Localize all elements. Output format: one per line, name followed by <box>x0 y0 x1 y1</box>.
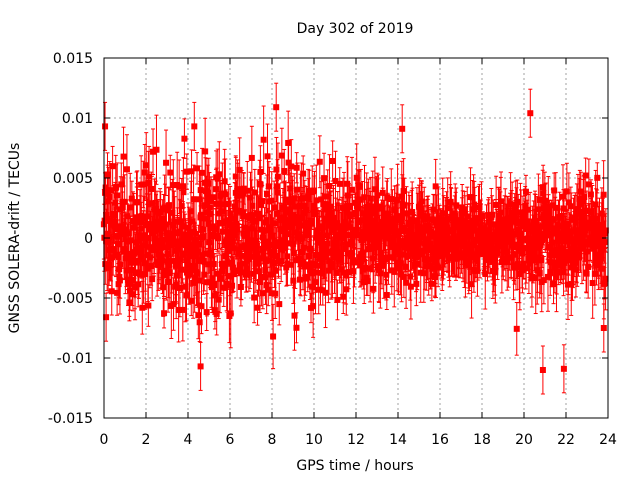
y-tick-label: 0 <box>84 231 93 247</box>
data-point <box>334 279 341 321</box>
x-tick-label: 24 <box>599 432 617 448</box>
data-point <box>201 257 208 292</box>
data-point <box>276 282 283 326</box>
x-tick-label: 10 <box>305 432 323 448</box>
data-point <box>513 302 520 356</box>
data-point <box>260 105 267 174</box>
data-point <box>194 152 201 185</box>
x-tick-label: 8 <box>268 432 277 448</box>
data-point <box>181 118 188 159</box>
data-point <box>214 254 221 293</box>
data-point <box>188 149 195 194</box>
data-point <box>293 152 300 184</box>
data-point <box>161 297 168 329</box>
data-point <box>197 341 204 391</box>
data-point <box>196 302 203 342</box>
y-tick-label: 0.015 <box>53 51 93 67</box>
y-tick-label: -0.005 <box>48 291 93 307</box>
x-tick-label: 20 <box>515 432 533 448</box>
x-tick-label: 2 <box>142 432 151 448</box>
x-tick-label: 14 <box>389 432 407 448</box>
data-point <box>165 251 172 313</box>
data-point <box>198 278 205 335</box>
y-tick-label: -0.01 <box>57 351 93 367</box>
y-tick-label: -0.015 <box>48 411 93 427</box>
data-point <box>594 162 601 194</box>
data-point <box>602 208 609 253</box>
data-point <box>139 280 146 335</box>
data-point <box>527 88 534 138</box>
x-tick-labels: 0 2 4 6 8 10 12 14 16 18 20 22 24 <box>100 432 617 448</box>
data-point <box>199 147 206 198</box>
x-tick-label: 12 <box>347 432 365 448</box>
x-tick-label: 6 <box>226 432 235 448</box>
chart-title: Day 302 of 2019 <box>297 21 414 37</box>
data-point <box>150 128 157 175</box>
data-point <box>600 303 607 353</box>
data-point <box>102 101 109 151</box>
data-point <box>167 154 174 191</box>
data-point <box>544 242 551 312</box>
data-point <box>540 255 547 305</box>
y-tick-label: 0.01 <box>62 111 93 127</box>
data-point <box>270 303 277 370</box>
axis-ticks <box>103 57 609 419</box>
data-point <box>140 160 147 209</box>
y-tick-label: 0.005 <box>53 171 93 187</box>
data-point <box>153 114 160 185</box>
x-axis-label: GPS time / hours <box>296 458 413 474</box>
y-tick-labels: -0.015 -0.01 -0.005 0 0.005 0.01 0.015 <box>48 51 93 427</box>
data-point <box>399 104 406 154</box>
data-point <box>336 167 343 201</box>
data-point <box>128 180 135 217</box>
data-point <box>103 292 110 342</box>
data-point <box>293 312 300 344</box>
data-point <box>183 153 190 190</box>
data-point <box>120 126 127 187</box>
data-point <box>316 135 323 189</box>
data-point <box>263 256 270 315</box>
data-point <box>307 200 314 247</box>
x-tick-label: 4 <box>184 432 193 448</box>
x-tick-label: 0 <box>100 432 109 448</box>
data-points <box>100 82 609 395</box>
data-point <box>294 162 301 217</box>
data-point <box>329 140 336 182</box>
data-point <box>160 257 167 317</box>
data-point <box>163 129 170 196</box>
data-point <box>288 139 295 194</box>
y-axis-label: GNSS SOLERA-drift / TECUs <box>7 143 23 334</box>
data-point <box>539 345 546 395</box>
data-point <box>273 82 280 132</box>
data-point <box>191 101 198 151</box>
x-tick-label: 22 <box>557 432 575 448</box>
data-point <box>560 344 567 394</box>
x-tick-label: 18 <box>473 432 491 448</box>
x-tick-label: 16 <box>431 432 449 448</box>
